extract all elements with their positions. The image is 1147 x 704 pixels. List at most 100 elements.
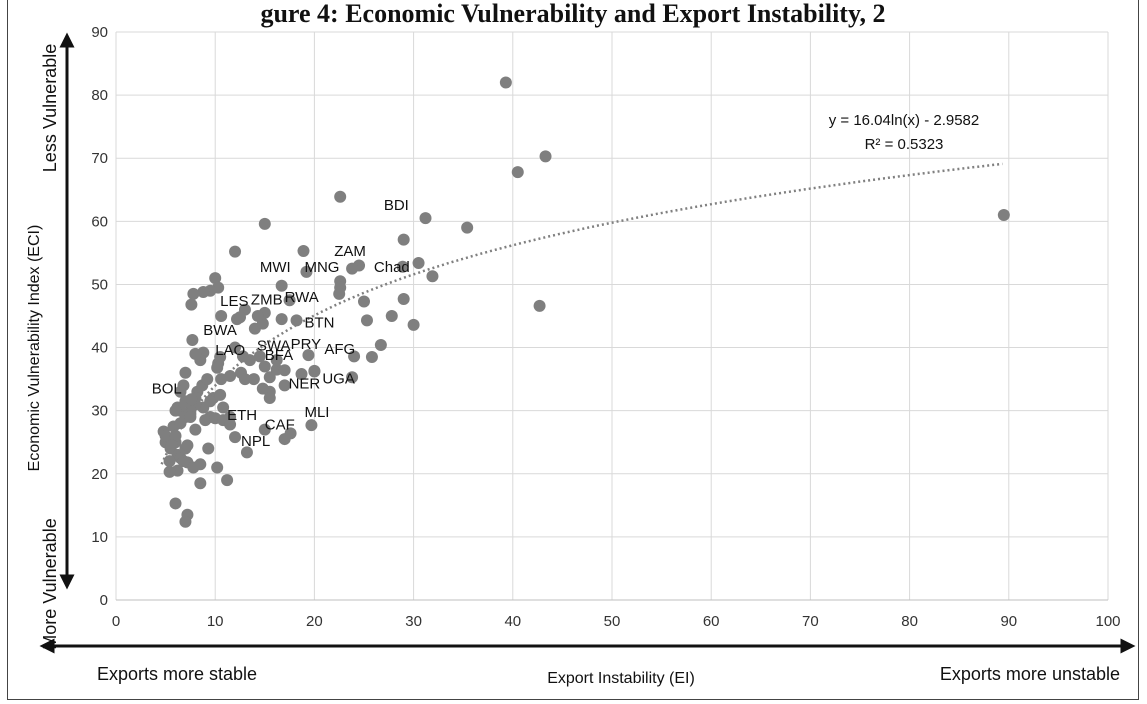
point-label: ZMB — [251, 292, 283, 309]
x-tick-label: 70 — [802, 613, 819, 630]
data-point — [397, 292, 410, 305]
data-point — [189, 347, 202, 360]
data-point — [284, 427, 297, 440]
data-point — [397, 233, 410, 246]
data-point — [181, 439, 194, 452]
data-point — [275, 279, 288, 292]
x-tick-label: 90 — [1000, 613, 1017, 630]
data-point — [165, 439, 178, 452]
data-point — [204, 395, 217, 408]
point-label: MWI — [260, 259, 291, 276]
data-point — [214, 388, 227, 401]
point-label: MLI — [304, 404, 329, 421]
tick-labels: 0 10 20 30 40 50 60 70 80 90 0 10 20 30 40 50 60 70 80 90 10… — [91, 24, 1120, 630]
data-point — [211, 361, 224, 374]
y-tick-label: 60 — [91, 213, 108, 230]
data-point — [199, 414, 212, 427]
x-tick-label: 30 — [405, 613, 422, 630]
grid — [115, 31, 1109, 601]
trend-equation-text: y = 16.04ln(x) - 2.9582 — [829, 112, 980, 129]
data-point — [201, 373, 214, 386]
trend-r-squared-text: R² = 0.5323 — [865, 136, 944, 153]
x-tick-label: 60 — [703, 613, 720, 630]
x-tick-label: 20 — [306, 613, 323, 630]
data-point — [283, 294, 296, 307]
point-label: PRY — [291, 336, 322, 353]
data-point — [238, 373, 251, 386]
point-label: BTN — [304, 314, 334, 331]
data-point — [163, 455, 176, 468]
data-point — [300, 265, 313, 278]
data-point — [258, 217, 271, 230]
data-point — [211, 461, 224, 474]
point-label: CAF — [265, 417, 295, 434]
data-point — [202, 442, 215, 455]
y-tick-label: 70 — [91, 150, 108, 167]
data-point — [209, 272, 222, 285]
data-point — [385, 310, 398, 322]
data-point — [258, 360, 271, 373]
data-point — [333, 287, 346, 300]
data-point — [184, 410, 197, 423]
data-point — [174, 417, 187, 430]
data-point — [412, 256, 425, 269]
data-point — [419, 212, 432, 225]
x-tick-label: 50 — [604, 613, 621, 630]
chart-title: gure 4: Economic Vulnerability and Expor… — [260, 0, 885, 28]
data-point — [234, 311, 246, 324]
data-point — [197, 286, 210, 299]
data-point — [533, 299, 546, 312]
x-tick-label: 80 — [901, 613, 918, 630]
data-point — [224, 418, 237, 431]
x-right-annotation: Exports more unstable — [940, 664, 1120, 684]
data-point — [194, 458, 207, 471]
y-tick-label: 40 — [91, 340, 108, 357]
data-point — [305, 419, 318, 432]
data-point — [179, 366, 192, 379]
data-point — [997, 209, 1010, 222]
data-point — [396, 260, 409, 273]
data-point — [407, 318, 420, 331]
data-point — [240, 446, 253, 459]
point-label: Chad — [374, 259, 410, 276]
point-label: LES — [220, 293, 248, 310]
point-labels: BDI ZAM Chad MWI MNG LES ZMB RWA BTN BWA LAO SWABFA… — [152, 197, 410, 450]
y-tick-label: 90 — [91, 24, 108, 41]
x-tick-label: 40 — [504, 613, 521, 630]
data-point — [348, 350, 361, 363]
data-point — [229, 245, 242, 258]
x-tick-label: 100 — [1095, 613, 1120, 630]
data-point — [247, 373, 260, 386]
data-point — [187, 287, 200, 300]
data-point — [194, 477, 207, 490]
data-point — [297, 244, 310, 257]
data-point — [365, 351, 378, 364]
y-tick-label: 50 — [91, 276, 108, 293]
data-point — [174, 385, 187, 398]
data-point — [236, 350, 249, 363]
data-point — [346, 371, 359, 384]
data-point — [251, 310, 264, 322]
y-tick-label: 80 — [91, 87, 108, 104]
point-label: BWA — [203, 322, 237, 339]
data-point — [169, 429, 182, 442]
y-tick-label: 20 — [91, 466, 108, 483]
data-point — [179, 515, 192, 528]
x-axis-label: Export Instability (EI) — [547, 670, 695, 687]
data-point — [374, 339, 387, 352]
point-label: RWA — [285, 289, 319, 306]
data-point — [186, 333, 199, 346]
data-point — [229, 341, 242, 354]
data-point — [334, 190, 347, 203]
data-point — [511, 166, 524, 179]
data-point — [426, 270, 439, 283]
data-point — [360, 314, 373, 327]
data-point — [253, 350, 266, 363]
trend-equation: y = 16.04ln(x) - 2.9582 R² = 0.5323 — [829, 112, 980, 153]
data-point — [258, 423, 271, 436]
y-bottom-annotation: More Vulnerable — [40, 518, 60, 649]
point-label: ZAM — [334, 243, 366, 260]
point-label: MNG — [304, 259, 339, 276]
x-tick-label: 10 — [207, 613, 224, 630]
data-points — [157, 76, 1010, 528]
